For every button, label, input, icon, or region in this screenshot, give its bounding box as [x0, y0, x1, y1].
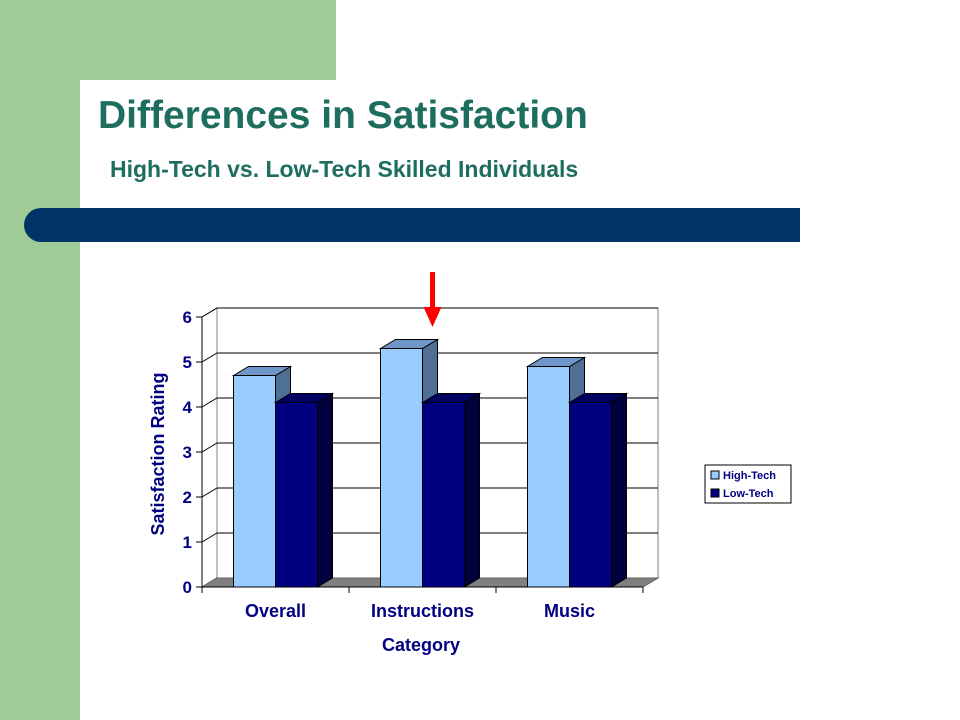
chart-legend: High-Tech Low-Tech: [704, 464, 792, 504]
bar-low-tech-instructions: [422, 402, 465, 588]
bar-side: [464, 392, 480, 588]
slide-subtitle: High-Tech vs. Low-Tech Skilled Individua…: [110, 156, 579, 182]
legend-swatch: [710, 488, 720, 498]
gridline: [201, 397, 658, 408]
chart-axes: Overall Instructions Music 0 1 2 3 4 5 6: [183, 308, 644, 621]
sidebar-green-strip: [0, 0, 80, 720]
y-tick-label: 1: [183, 533, 192, 552]
y-tick-label: 3: [183, 443, 192, 462]
bar-low-tech-music: [569, 402, 612, 588]
slide-title: Differences in Satisfaction: [98, 94, 588, 137]
x-axis-title: Category: [382, 635, 460, 655]
gridline: [201, 487, 658, 498]
header-divider-band: [24, 208, 800, 242]
legend-label: High-Tech: [723, 470, 776, 482]
rounded-corner-panel: [80, 80, 336, 220]
y-tick-label: 0: [183, 578, 192, 597]
gridline: [201, 442, 658, 453]
x-tick-label: Instructions: [371, 601, 474, 621]
y-tick-label: 6: [183, 308, 192, 327]
arrow-head: [423, 307, 442, 327]
annotation-arrow: [423, 272, 442, 327]
gridline: [201, 352, 658, 363]
bar-low-tech-overall: [275, 402, 318, 588]
y-tick-label: 5: [183, 353, 192, 372]
legend-swatch: [710, 470, 720, 480]
bar-high-tech-music: [527, 366, 570, 588]
y-axis-title: Satisfaction Rating: [148, 372, 168, 535]
y-tick-label: 4: [183, 398, 193, 417]
bar-side: [317, 392, 333, 588]
bar-high-tech-overall: [233, 375, 276, 588]
bar-high-tech-instructions: [380, 348, 423, 588]
chart-bars: [231, 338, 629, 588]
top-green-block: [80, 0, 336, 80]
x-tick-label: Overall: [245, 601, 306, 621]
gridline: [201, 532, 658, 543]
bar-side: [611, 392, 627, 588]
arrow-shaft: [430, 272, 435, 310]
gridline: [201, 307, 658, 318]
y-tick-label: 2: [183, 488, 192, 507]
legend-label: Low-Tech: [723, 488, 774, 500]
x-tick-label: Music: [544, 601, 595, 621]
